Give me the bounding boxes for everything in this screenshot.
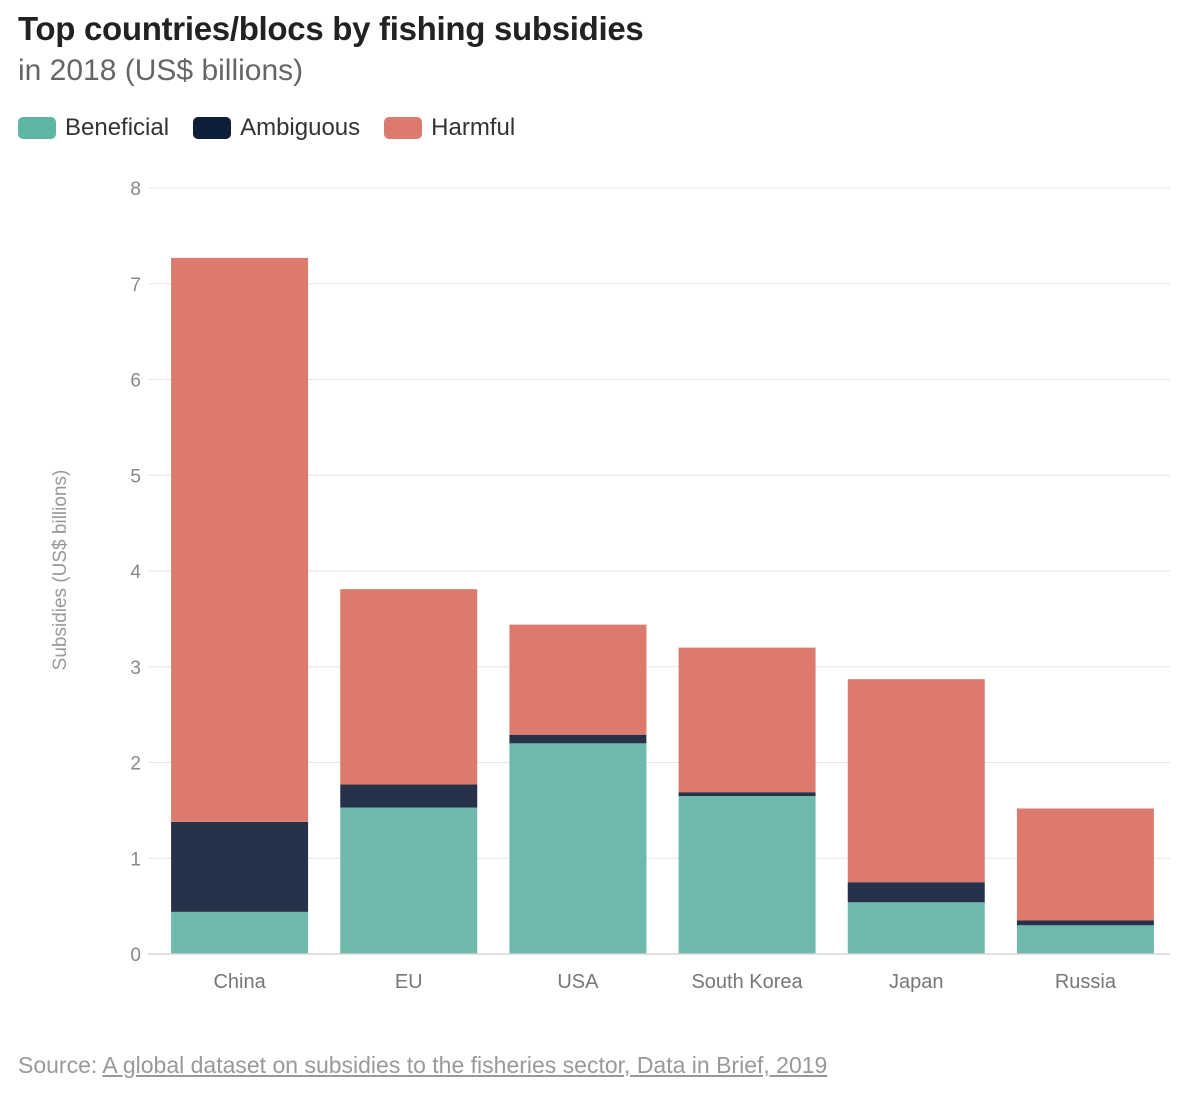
chart-subtitle: in 2018 (US$ billions) — [18, 54, 304, 87]
y-tick-label-7: 7 — [130, 275, 141, 296]
bar-china-beneficial[interactable] — [171, 911, 309, 954]
bar-russia-beneficial[interactable] — [1016, 925, 1154, 954]
legend-label-beneficial: Beneficial — [65, 114, 170, 141]
legend-item-ambiguous[interactable]: Ambiguous — [193, 114, 360, 142]
source-link[interactable]: A global dataset on subsidies to the fis… — [102, 1052, 828, 1078]
legend: Beneficial Ambiguous Harmful — [18, 114, 539, 142]
legend-label-harmful: Harmful — [431, 114, 516, 141]
x-axis-ticks: China EU USA South Korea Japan Russia — [213, 971, 1116, 993]
y-tick-label-5: 5 — [130, 466, 141, 487]
bar-russia-ambiguous[interactable] — [1016, 920, 1154, 926]
bar-eu-harmful[interactable] — [340, 589, 478, 785]
source-note: Source: A global dataset on subsidies to… — [18, 1052, 827, 1079]
y-tick-label-4: 4 — [130, 562, 141, 583]
legend-swatch-harmful — [384, 117, 423, 139]
y-tick-label-8: 8 — [130, 179, 141, 200]
bar-south-korea-ambiguous[interactable] — [678, 792, 816, 797]
x-tick-label-russia: Russia — [1055, 971, 1117, 993]
legend-item-beneficial[interactable]: Beneficial — [18, 114, 169, 142]
bar-eu-ambiguous[interactable] — [340, 784, 478, 808]
x-tick-label-usa: USA — [557, 971, 599, 993]
bar-russia-harmful[interactable] — [1016, 808, 1154, 921]
bar-japan-ambiguous[interactable] — [847, 882, 985, 903]
x-tick-label-japan: Japan — [889, 971, 944, 993]
bar-south-korea-harmful[interactable] — [678, 647, 816, 793]
bar-usa-harmful[interactable] — [509, 624, 647, 735]
x-tick-label-eu: EU — [395, 971, 423, 993]
y-tick-label-2: 2 — [130, 754, 141, 775]
legend-swatch-ambiguous — [193, 117, 232, 139]
x-tick-label-south-korea: South Korea — [691, 971, 803, 993]
legend-item-harmful[interactable]: Harmful — [384, 114, 515, 142]
bar-usa-ambiguous[interactable] — [509, 734, 647, 744]
source-prefix: Source: — [18, 1052, 98, 1078]
bar-south-korea-beneficial[interactable] — [678, 796, 816, 954]
bar-china-ambiguous[interactable] — [171, 821, 309, 912]
stacked-bar-chart: 0 1 2 3 4 5 6 7 8 China EU USA South Korea Japan Russ… — [50, 179, 1170, 993]
bar-japan-harmful[interactable] — [847, 679, 985, 883]
bar-usa-beneficial[interactable] — [509, 743, 647, 954]
legend-label-ambiguous: Ambiguous — [240, 114, 361, 141]
legend-swatch-beneficial — [18, 117, 56, 139]
bars — [171, 257, 1154, 954]
y-tick-label-0: 0 — [130, 945, 141, 966]
y-axis-ticks: 0 1 2 3 4 5 6 7 8 — [130, 179, 141, 966]
bar-eu-beneficial[interactable] — [340, 807, 478, 954]
bar-china-harmful[interactable] — [171, 257, 309, 822]
gridlines — [148, 187, 1170, 859]
bar-japan-beneficial[interactable] — [847, 902, 985, 954]
x-tick-label-china: China — [213, 971, 266, 993]
y-tick-label-1: 1 — [130, 849, 141, 870]
y-axis-label: Subsidies (US$ billions) — [50, 470, 71, 671]
y-tick-label-3: 3 — [130, 658, 141, 679]
y-tick-label-6: 6 — [130, 371, 141, 392]
chart-title: Top countries/blocs by fishing subsidies — [18, 10, 644, 47]
